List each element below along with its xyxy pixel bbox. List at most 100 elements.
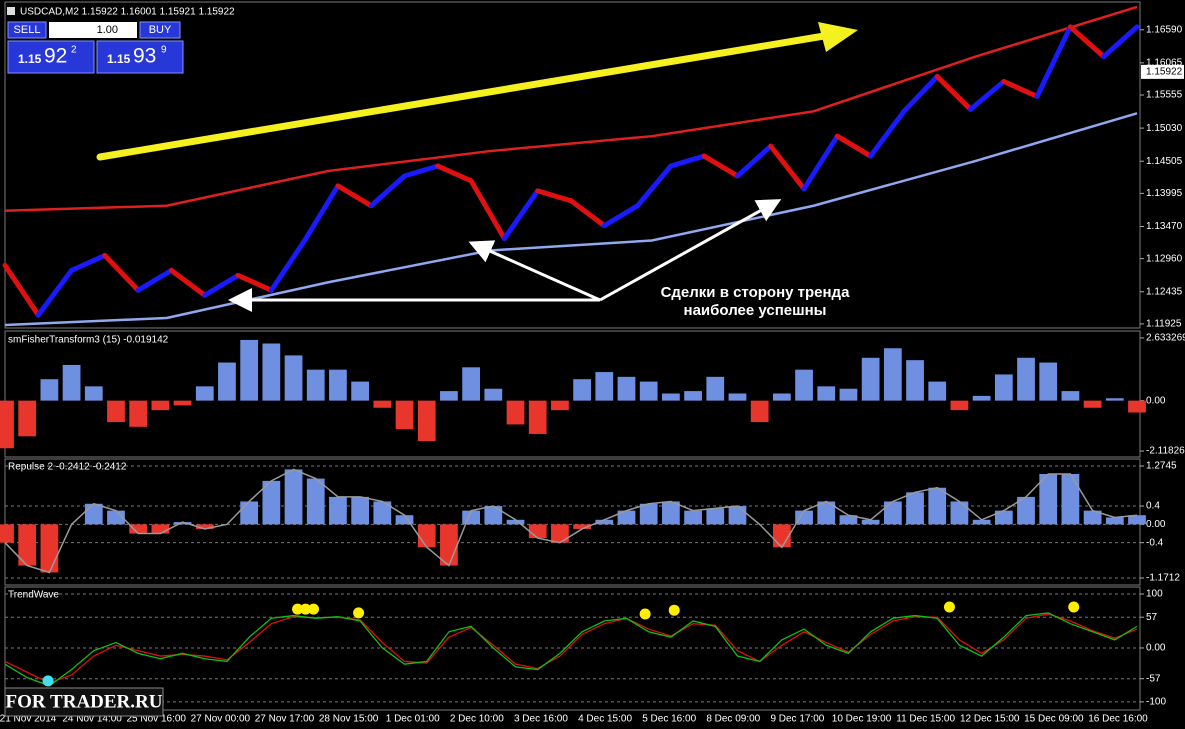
pointer-arrow	[468, 240, 601, 302]
histogram-bar	[395, 515, 414, 525]
histogram-bar	[284, 469, 303, 525]
y-tick-label: 1.14505	[1146, 156, 1183, 167]
x-tick-label: 10 Dec 19:00	[832, 714, 892, 725]
x-tick-label: 24 Nov 14:00	[62, 714, 122, 725]
histogram-bar	[151, 524, 170, 534]
histogram-bar	[928, 487, 947, 525]
x-tick-label: 5 Dec 16:00	[642, 714, 696, 725]
y-tick-label: 1.11925	[1146, 319, 1182, 330]
x-tick-label: 3 Dec 16:00	[514, 714, 568, 725]
x-tick-label: 12 Dec 15:00	[960, 714, 1020, 725]
histogram-bar	[928, 381, 947, 401]
histogram-bar	[1083, 400, 1102, 408]
price-swing	[102, 252, 141, 293]
sell-button[interactable]	[7, 21, 47, 39]
sell-price-box[interactable]	[7, 40, 95, 74]
histogram-bar	[0, 524, 14, 543]
signal-dot	[300, 603, 312, 615]
x-tick-label: 2 Dec 10:00	[450, 714, 504, 725]
price-swing	[368, 173, 408, 209]
x-tick-label: 28 Nov 15:00	[319, 714, 379, 725]
price-swing	[734, 143, 774, 179]
y-tick-label: 1.13995	[1146, 188, 1183, 199]
price-swing	[135, 267, 174, 293]
price-swing	[768, 143, 807, 192]
histogram-bar	[706, 508, 725, 525]
histogram-bar	[84, 503, 103, 525]
y-tick-label: 1.15555	[1146, 90, 1183, 101]
outline	[4, 468, 1138, 574]
histogram-bar	[107, 510, 125, 525]
price-swing	[402, 163, 441, 179]
histogram-bar	[240, 501, 259, 525]
panel-title: TrendWave	[8, 590, 59, 601]
histogram-bar	[417, 400, 436, 442]
band-line	[4, 5, 1138, 212]
lot-value[interactable]: 1.00	[97, 24, 118, 36]
histogram-bar	[462, 367, 480, 401]
price-swing	[1067, 24, 1107, 60]
histogram-bar	[906, 492, 924, 525]
histogram-bar	[706, 376, 725, 401]
histogram-bar	[351, 381, 370, 401]
histogram-bar	[173, 400, 192, 406]
histogram-bar	[1017, 357, 1035, 401]
fisher-frame	[4, 330, 1141, 458]
histogram-bar	[18, 524, 37, 566]
histogram-bar	[1105, 517, 1124, 525]
signal-dot	[292, 603, 304, 615]
lot-input[interactable]	[49, 22, 137, 38]
histogram-bar	[329, 496, 347, 525]
buy-label[interactable]: BUY	[149, 24, 172, 36]
histogram-bar	[728, 393, 747, 401]
signal-dot	[42, 675, 54, 687]
band-line	[4, 112, 1138, 327]
histogram-bar	[373, 400, 392, 408]
histogram-bar	[684, 510, 702, 525]
y-tick-label: 1.2745	[1146, 461, 1177, 472]
histogram-bar	[595, 372, 614, 401]
histogram-bar	[1039, 362, 1058, 401]
histogram-bar	[151, 400, 170, 411]
buy-button[interactable]	[139, 21, 181, 39]
y-tick-label: -2.118263	[1146, 446, 1185, 457]
histogram-bar	[1061, 391, 1080, 401]
histogram-bar	[240, 339, 259, 401]
price-swing	[1001, 79, 1040, 99]
histogram-bar	[817, 386, 836, 401]
pointer-arrow	[599, 199, 782, 302]
histogram-bar	[528, 400, 547, 434]
annotation: наиболее успешны	[684, 302, 827, 319]
price-swing	[235, 272, 274, 293]
price-swing	[968, 79, 1007, 112]
histogram-bar	[728, 506, 747, 525]
histogram-bar	[595, 519, 614, 525]
x-tick-label: 11 Dec 15:00	[896, 714, 955, 725]
price-swing	[834, 133, 874, 159]
histogram-bar	[107, 400, 125, 423]
x-tick-label: 15 Dec 09:00	[1024, 714, 1084, 725]
histogram-bar	[484, 388, 503, 401]
histogram-bar	[639, 503, 658, 525]
trendwave-frame	[4, 586, 1141, 711]
signal-dot	[308, 603, 320, 615]
price-big: 92	[44, 45, 67, 68]
panel-title: smFisherTransform3 (15) -0.019142	[8, 335, 169, 346]
buy-price-box[interactable]	[96, 40, 184, 74]
y-tick-label: 57	[1146, 612, 1158, 623]
sell-label[interactable]: SELL	[14, 24, 41, 36]
price-swing	[435, 163, 474, 184]
histogram-bar	[62, 364, 81, 401]
y-tick-label: 100	[1146, 589, 1163, 600]
histogram-bar	[173, 522, 192, 525]
repulse-frame	[4, 458, 1141, 586]
histogram-bar	[839, 388, 858, 401]
x-tick-label: 9 Dec 17:00	[770, 714, 824, 725]
price-swing	[202, 272, 241, 298]
price-swing	[335, 183, 374, 209]
histogram-bar	[950, 501, 969, 525]
y-tick-label: 1.12960	[1146, 253, 1183, 264]
histogram-bar	[883, 348, 902, 401]
histogram-bar	[440, 524, 458, 566]
y-tick-label: 0.4	[1146, 501, 1160, 512]
